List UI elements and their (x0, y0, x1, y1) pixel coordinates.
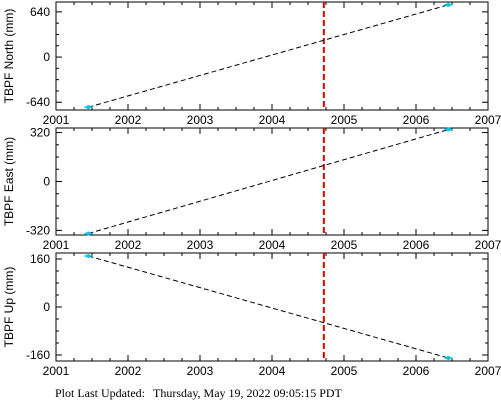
footer-label: Plot Last Updated: (55, 386, 145, 400)
y-axis-label: TBPF North (mm) (2, 9, 16, 104)
x-tick-label: 2001 (43, 364, 70, 378)
plot-frame (55, 127, 489, 236)
panel-1: 2001 2002 2003 2004 2005 2006 2007 -640 0 640 TBPF… (2, 1, 501, 127)
x-tick-label: 2006 (403, 113, 430, 127)
data-point (446, 127, 451, 132)
x-tick-label: 2006 (403, 364, 430, 378)
y-tick-label: 0 (43, 300, 50, 314)
y-axis-label: TBPF East (mm) (2, 137, 16, 226)
data-point (86, 105, 91, 110)
panel-3: 2001 2002 2003 2004 2005 2006 2007 -160 0 160 TBPF… (2, 252, 501, 378)
x-tick-label: 2007 (475, 364, 501, 378)
panel-2: 2001 2002 2003 2004 2005 2006 2007 -320 0 320 TBPF… (2, 126, 501, 252)
x-tick-label: 2003 (187, 113, 214, 127)
y-tick-label: 640 (30, 5, 50, 19)
x-tick-label: 2003 (187, 364, 214, 378)
x-tick-label: 2005 (331, 113, 358, 127)
x-tick-label: 2002 (115, 364, 142, 378)
y-tick-label: -640 (26, 95, 50, 109)
x-tick-label: 2001 (43, 113, 70, 127)
x-tick-label: 2005 (331, 364, 358, 378)
x-tick-label: 2006 (403, 238, 430, 252)
data-point (86, 254, 91, 258)
trend-line (88, 255, 449, 359)
y-tick-label: 160 (30, 252, 50, 266)
y-axis-label: TBPF Up (mm) (2, 267, 16, 348)
y-tick-label: -160 (26, 348, 50, 362)
x-tick-label: 2002 (115, 238, 142, 252)
x-tick-label: 2005 (331, 238, 358, 252)
trend-line (88, 129, 449, 234)
x-tick-label: 2003 (187, 238, 214, 252)
y-tick-label: 320 (30, 126, 50, 140)
y-tick-label: 0 (43, 50, 50, 64)
x-tick-label: 2004 (259, 238, 286, 252)
plot-frame (55, 252, 489, 362)
x-tick-label: 2002 (115, 113, 142, 127)
x-tick-label: 2004 (259, 113, 286, 127)
data-point (86, 231, 91, 236)
x-tick-label: 2007 (475, 113, 501, 127)
trend-line (88, 4, 449, 108)
x-tick-label: 2007 (475, 238, 501, 252)
x-tick-label: 2001 (43, 238, 70, 252)
plot-frame (55, 1, 489, 111)
data-point (446, 356, 451, 360)
data-point (446, 2, 451, 7)
footer-timestamp: Thursday, May 19, 2022 09:05:15 PDT (153, 386, 343, 400)
panels-group: 2001 2002 2003 2004 2005 2006 2007 -640 0 640 TBPF… (2, 1, 501, 378)
x-tick-label: 2004 (259, 364, 286, 378)
y-tick-label: -320 (26, 223, 50, 237)
y-tick-label: 0 (43, 175, 50, 189)
